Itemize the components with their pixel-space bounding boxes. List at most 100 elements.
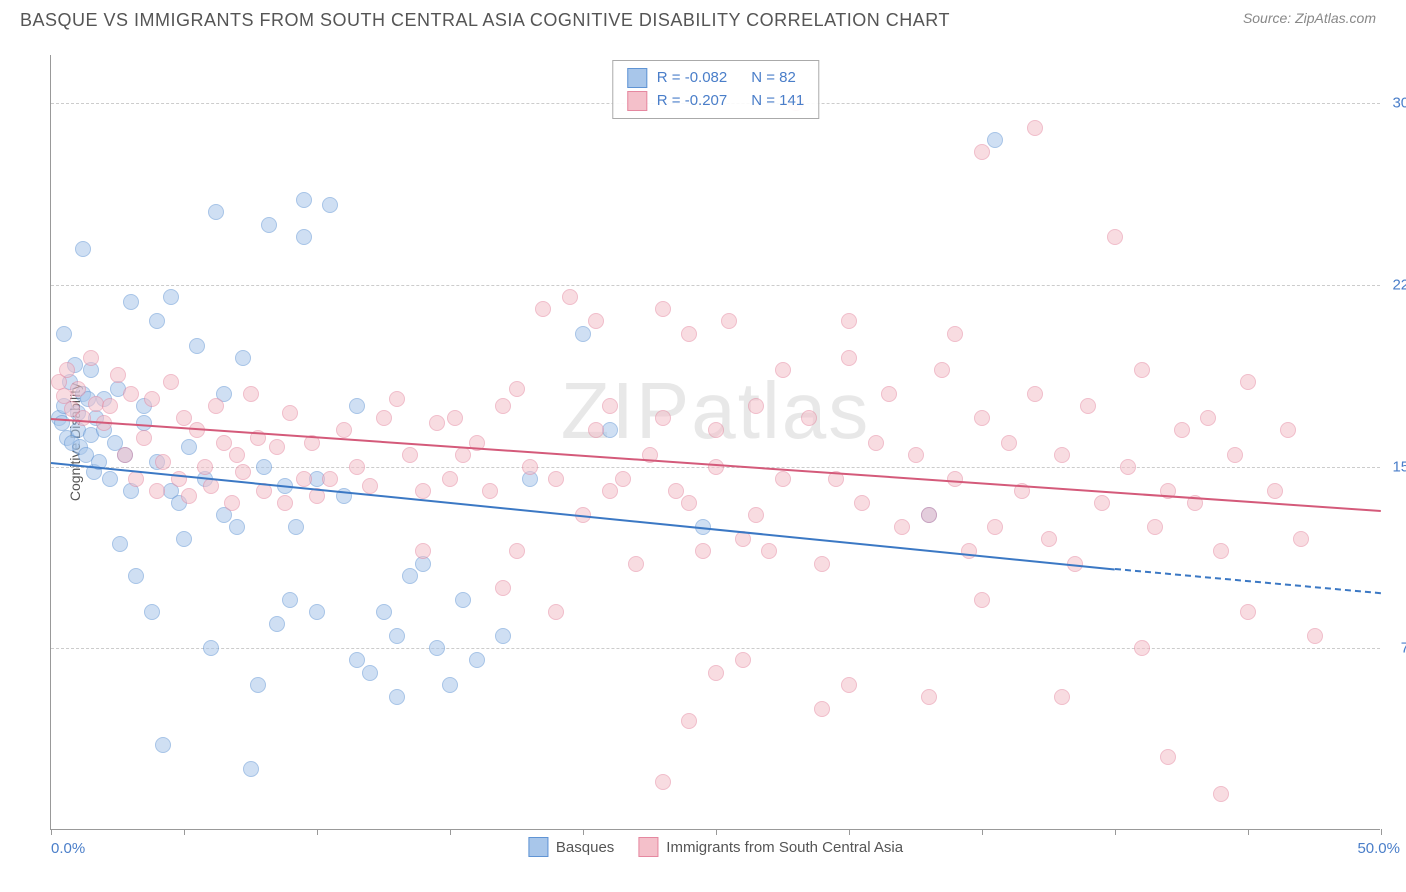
scatter-point xyxy=(548,604,564,620)
scatter-point xyxy=(149,313,165,329)
scatter-point xyxy=(681,713,697,729)
legend-row: R = -0.082 N = 82 xyxy=(627,67,804,90)
scatter-point xyxy=(349,398,365,414)
x-tick xyxy=(450,829,451,835)
scatter-point xyxy=(243,761,259,777)
scatter-point xyxy=(1213,543,1229,559)
scatter-point xyxy=(336,422,352,438)
chart-title: BASQUE VS IMMIGRANTS FROM SOUTH CENTRAL … xyxy=(20,10,950,31)
scatter-point xyxy=(1147,519,1163,535)
scatter-point xyxy=(934,362,950,378)
y-tick-label: 30.0% xyxy=(1385,95,1406,112)
y-tick-label: 22.5% xyxy=(1385,277,1406,294)
scatter-point xyxy=(748,507,764,523)
scatter-point xyxy=(269,439,285,455)
scatter-point xyxy=(144,604,160,620)
scatter-point xyxy=(442,471,458,487)
scatter-point xyxy=(102,471,118,487)
scatter-point xyxy=(235,464,251,480)
scatter-point xyxy=(402,568,418,584)
scatter-point xyxy=(1134,640,1150,656)
scatter-point xyxy=(322,197,338,213)
scatter-point xyxy=(415,483,431,499)
scatter-point xyxy=(181,439,197,455)
scatter-point xyxy=(322,471,338,487)
y-tick-label: 15.0% xyxy=(1385,458,1406,475)
series-legend: BasquesImmigrants from South Central Asi… xyxy=(528,837,903,857)
scatter-point xyxy=(1213,786,1229,802)
scatter-point xyxy=(389,628,405,644)
scatter-point xyxy=(921,689,937,705)
scatter-point xyxy=(602,398,618,414)
scatter-point xyxy=(761,543,777,559)
y-tick-label: 7.5% xyxy=(1385,640,1406,657)
scatter-point xyxy=(216,435,232,451)
scatter-point xyxy=(987,132,1003,148)
legend-swatch xyxy=(638,837,658,857)
legend-swatch xyxy=(627,68,647,88)
scatter-point xyxy=(1280,422,1296,438)
x-tick xyxy=(583,829,584,835)
scatter-point xyxy=(277,495,293,511)
x-tick xyxy=(716,829,717,835)
x-tick xyxy=(1381,829,1382,835)
x-tick xyxy=(51,829,52,835)
chart-plot-area: Cognitive Disability ZIPatlas 7.5%15.0%2… xyxy=(50,55,1380,830)
scatter-point xyxy=(102,398,118,414)
scatter-point xyxy=(881,386,897,402)
legend-series-label: Basques xyxy=(556,839,614,856)
scatter-point xyxy=(947,471,963,487)
legend-swatch xyxy=(528,837,548,857)
scatter-point xyxy=(429,640,445,656)
regression-line xyxy=(1115,568,1381,594)
scatter-point xyxy=(495,628,511,644)
scatter-point xyxy=(429,415,445,431)
scatter-point xyxy=(1134,362,1150,378)
scatter-point xyxy=(376,604,392,620)
scatter-point xyxy=(269,616,285,632)
legend-swatch xyxy=(627,91,647,111)
scatter-point xyxy=(1307,628,1323,644)
scatter-point xyxy=(775,362,791,378)
scatter-point xyxy=(243,386,259,402)
legend-r-label: R = -0.082 xyxy=(657,67,727,90)
scatter-point xyxy=(655,301,671,317)
scatter-point xyxy=(961,543,977,559)
scatter-point xyxy=(176,410,192,426)
scatter-point xyxy=(128,568,144,584)
scatter-point xyxy=(349,459,365,475)
scatter-point xyxy=(708,459,724,475)
legend-item: Basques xyxy=(528,837,614,857)
scatter-point xyxy=(947,326,963,342)
x-tick xyxy=(1115,829,1116,835)
scatter-point xyxy=(208,398,224,414)
scatter-point xyxy=(841,677,857,693)
scatter-point xyxy=(1160,749,1176,765)
legend-r-label: R = -0.207 xyxy=(657,90,727,113)
scatter-point xyxy=(208,204,224,220)
scatter-point xyxy=(602,483,618,499)
scatter-point xyxy=(197,459,213,475)
scatter-point xyxy=(1200,410,1216,426)
scatter-point xyxy=(748,398,764,414)
scatter-point xyxy=(655,774,671,790)
scatter-point xyxy=(1240,604,1256,620)
scatter-point xyxy=(681,495,697,511)
scatter-point xyxy=(203,640,219,656)
x-tick xyxy=(849,829,850,835)
scatter-point xyxy=(1227,447,1243,463)
legend-row: R = -0.207N = 141 xyxy=(627,90,804,113)
scatter-point xyxy=(56,326,72,342)
scatter-point xyxy=(1027,386,1043,402)
scatter-point xyxy=(1054,447,1070,463)
gridline xyxy=(51,285,1380,286)
scatter-point xyxy=(447,410,463,426)
scatter-point xyxy=(163,374,179,390)
scatter-point xyxy=(721,313,737,329)
scatter-point xyxy=(814,701,830,717)
scatter-point xyxy=(229,519,245,535)
scatter-point xyxy=(775,471,791,487)
scatter-point xyxy=(548,471,564,487)
scatter-point xyxy=(123,386,139,402)
legend-n-label: N = 82 xyxy=(751,67,796,90)
